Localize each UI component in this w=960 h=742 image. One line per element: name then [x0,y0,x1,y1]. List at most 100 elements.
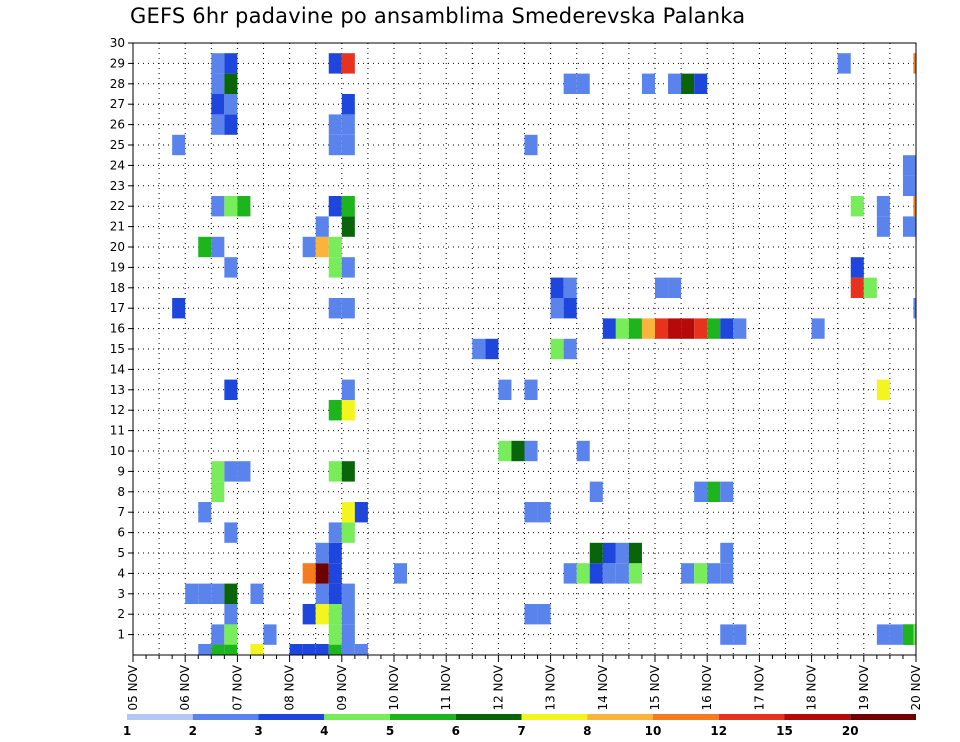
data-cell [707,481,721,502]
data-cell [576,440,590,462]
x-tick-label: 20 NOV [909,664,923,710]
data-cell [224,257,238,278]
data-cell [913,53,916,74]
data-cell [902,216,916,237]
data-cell [315,583,329,604]
x-tick-label: 17 NOV [752,664,766,710]
data-cell [211,481,225,502]
data-cell [811,318,825,339]
colorbar-label: 20 [842,724,859,738]
chart-title: GEFS 6hr padavine po ansamblima Smederev… [130,4,746,28]
data-cell [341,53,355,74]
data-cell [733,318,747,339]
data-cell [707,318,721,339]
colorbar-label: 4 [320,724,328,738]
data-cell [550,338,564,360]
data-cell [615,542,629,564]
data-cell [341,257,355,278]
data-cell [315,604,329,625]
y-tick-label: 7 [117,505,125,519]
y-tick-label: 11 [110,424,125,438]
data-cell [876,196,890,217]
y-tick-label: 27 [110,97,125,111]
data-cell [628,563,642,584]
data-cell [224,53,238,74]
data-cell [913,196,916,217]
data-cell [850,277,864,298]
x-tick-label: 07 NOV [230,664,244,710]
data-cell [341,522,355,543]
colorbar-label: 6 [452,724,460,738]
data-cell [902,175,916,196]
data-cell [211,644,225,655]
data-cell [263,624,277,645]
data-cell [720,542,734,564]
data-cell [537,502,551,523]
y-tick-label: 21 [110,220,125,234]
data-cell [328,604,342,625]
data-cell [224,379,238,400]
data-cell [328,644,342,655]
y-tick-label: 29 [110,56,125,70]
data-cell [563,73,577,94]
data-cell [876,379,890,400]
data-cell [655,277,669,298]
data-cell [524,604,538,625]
data-cell [563,277,577,298]
data-cell [224,522,238,543]
data-cell [720,318,734,339]
y-tick-label: 28 [110,77,125,91]
data-cell [681,563,695,584]
y-tick-label: 26 [110,118,125,132]
data-cell [341,94,355,115]
x-tick-label: 09 NOV [335,664,349,710]
data-cell [224,94,238,115]
data-cell [250,644,264,655]
data-cell [889,624,903,645]
data-cell [641,318,655,339]
data-cell [198,236,212,258]
y-tick-label: 2 [117,607,125,621]
data-cell [341,216,355,237]
colorbar-label: 5 [386,724,394,738]
data-cell [302,563,316,584]
data-cell [837,53,851,74]
data-cell [850,257,864,278]
data-cell [655,318,669,339]
colorbar-swatch [258,714,325,720]
y-tick-label: 20 [110,240,125,254]
data-cell [511,440,525,462]
y-tick-label: 15 [110,342,125,356]
data-cell [328,236,342,258]
x-tick-label: 13 NOV [544,664,558,710]
colorbar-swatch [718,714,785,720]
y-tick-label: 18 [110,281,125,295]
data-cell [198,502,212,523]
y-tick-label: 17 [110,301,125,315]
data-cell [328,257,342,278]
data-cell [341,624,355,645]
data-cell [485,338,499,360]
data-cell [628,318,642,339]
data-cell [224,73,238,94]
data-cell [641,73,655,94]
data-cell [550,298,564,319]
colorbar-swatch [521,714,588,720]
data-cell [720,481,734,502]
data-cell [211,73,225,94]
data-cell [524,440,538,462]
data-cell [563,563,577,584]
data-cell [589,481,603,502]
data-cell [315,542,329,564]
colorbar-swatch [127,714,193,720]
x-tick-label: 12 NOV [491,664,505,710]
colorbar-label: 8 [583,724,591,738]
data-cell [328,522,342,543]
data-cell [720,624,734,645]
data-cell [172,298,186,319]
data-cell [850,196,864,217]
x-tick-label: 15 NOV [648,664,662,710]
data-cell [615,563,629,584]
data-cell [198,583,212,604]
colorbar-swatch [850,714,916,720]
